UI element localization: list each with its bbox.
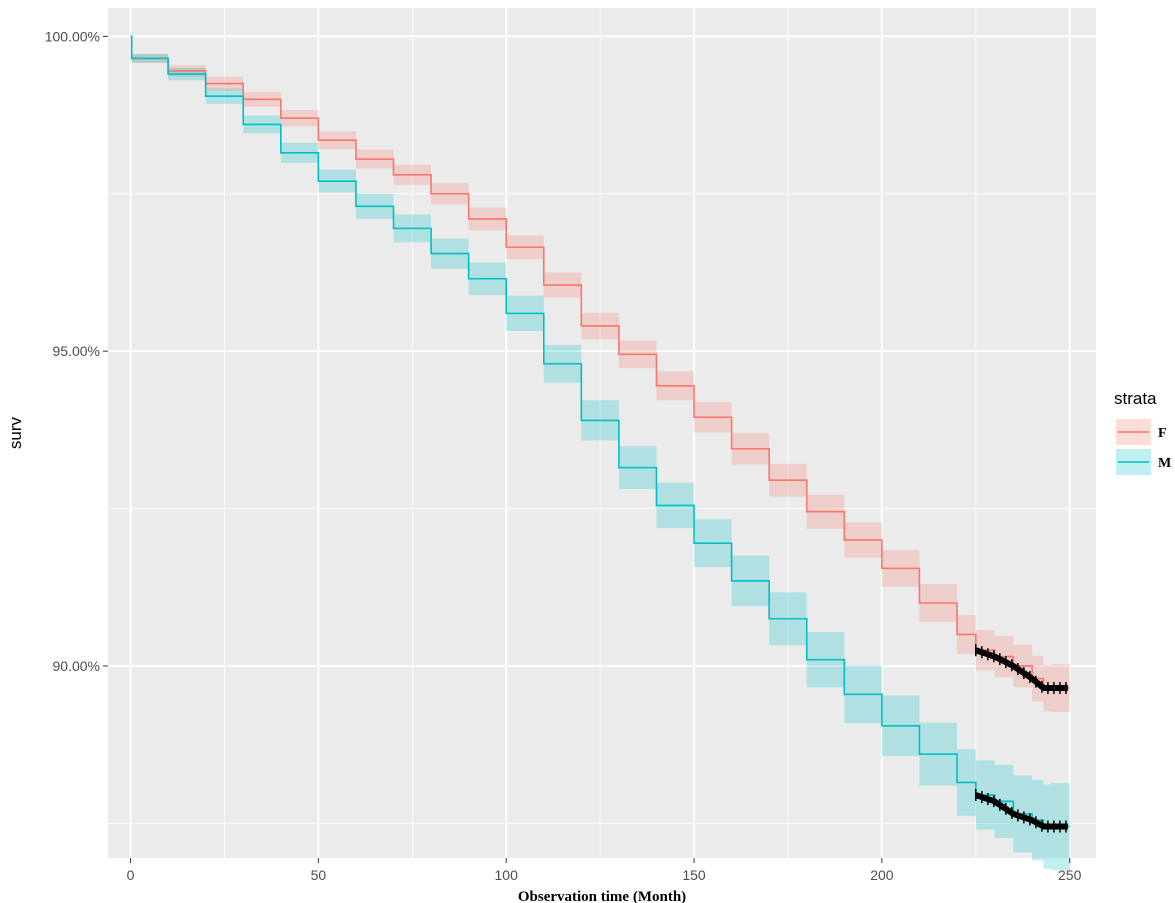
x-tick-label: 100: [495, 867, 519, 883]
y-tick-label: 90.00%: [53, 658, 100, 674]
plot-panel: [108, 8, 1096, 858]
legend-items: FM: [1116, 419, 1171, 475]
x-tick-label: 0: [127, 867, 135, 883]
axis-ticks: 0 50 100 150 200 250 90.00% 95.00% 100.00%: [45, 28, 1082, 883]
y-axis-title: surv: [6, 416, 25, 449]
x-tick-label: 200: [870, 867, 894, 883]
legend: strata FM: [1114, 389, 1171, 475]
y-tick-label: 100.00%: [45, 28, 100, 44]
x-tick-label: 250: [1058, 867, 1082, 883]
x-axis-title: Observation time (Month): [518, 889, 686, 903]
band-m: [130, 36, 1070, 873]
censor-band-m: [974, 792, 1068, 830]
y-tick-label: 95.00%: [53, 343, 100, 359]
grid-lines: [108, 8, 1096, 858]
censor-band-f: [974, 647, 1068, 691]
legend-label-m: M: [1158, 456, 1171, 471]
censor-marks: [974, 644, 1068, 833]
x-tick-label: 50: [311, 867, 327, 883]
legend-title: strata: [1114, 389, 1157, 408]
legend-label-f: F: [1158, 426, 1167, 441]
x-tick-label: 150: [682, 867, 706, 883]
